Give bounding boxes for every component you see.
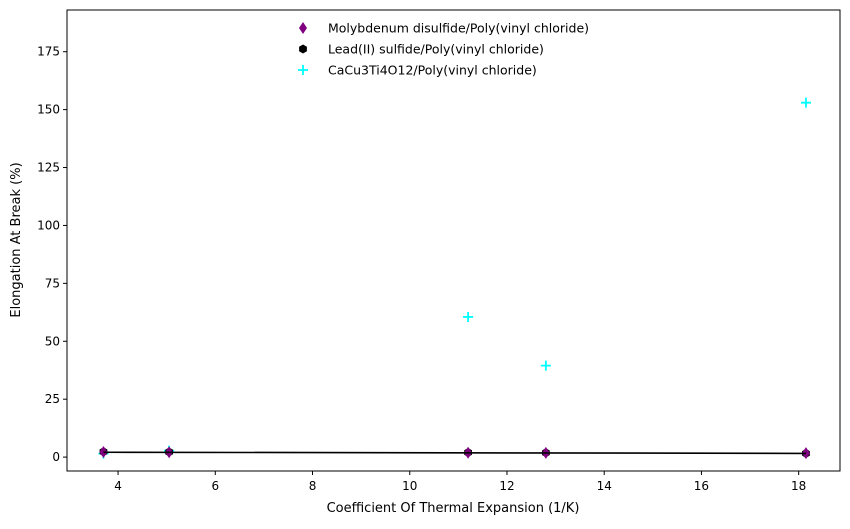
x-tick-label: 8 xyxy=(309,479,317,493)
y-tick-label: 100 xyxy=(37,218,60,232)
ccto-pvc-point-4 xyxy=(800,97,811,108)
y-tick-label: 150 xyxy=(37,103,60,117)
plot-frame xyxy=(66,9,841,472)
y-tick-label: 50 xyxy=(45,334,60,348)
plot-area xyxy=(98,97,811,460)
x-tick-label: 6 xyxy=(211,479,219,493)
x-tick-label: 10 xyxy=(402,479,417,493)
ccto-pvc-point-2 xyxy=(463,311,474,322)
axes: 4 6 8 10 12 14 16 18 0 25 50 75 100 125 150 175 xyxy=(37,45,806,493)
ccto-pvc-point-3 xyxy=(540,360,551,371)
y-tick-label: 0 xyxy=(52,450,60,464)
legend-marker-1 xyxy=(299,44,307,54)
x-tick-label: 16 xyxy=(694,479,709,493)
y-axis-label: Elongation At Break (%) xyxy=(9,162,24,317)
trend-line xyxy=(103,451,806,455)
y-tick-label: 175 xyxy=(37,45,60,59)
legend-item-mos2-pvc: Molybdenum disulfide/Poly(vinyl chloride… xyxy=(299,21,589,36)
legend-marker-2 xyxy=(298,65,308,75)
legend-label: CaCu3Ti4O12/Poly(vinyl chloride) xyxy=(328,63,537,78)
x-axis-label: Coefficient Of Thermal Expansion (1/K) xyxy=(327,501,580,516)
legend-item-ccto-pvc: CaCu3Ti4O12/Poly(vinyl chloride) xyxy=(298,63,537,78)
y-tick-label: 125 xyxy=(37,161,60,175)
x-tick-label: 12 xyxy=(499,479,514,493)
x-tick-label: 4 xyxy=(114,479,122,493)
legend-marker-0 xyxy=(299,22,307,34)
y-tick-label: 75 xyxy=(45,276,60,290)
legend-item-pbs-pvc: Lead(II) sulfide/Poly(vinyl chloride) xyxy=(299,42,544,57)
x-tick-label: 14 xyxy=(597,479,612,493)
legend-label: Molybdenum disulfide/Poly(vinyl chloride… xyxy=(328,21,589,36)
x-tick-label: 18 xyxy=(791,479,806,493)
y-tick-label: 25 xyxy=(45,392,60,406)
legend-label: Lead(II) sulfide/Poly(vinyl chloride) xyxy=(328,42,544,57)
legend: Molybdenum disulfide/Poly(vinyl chloride… xyxy=(298,21,589,78)
